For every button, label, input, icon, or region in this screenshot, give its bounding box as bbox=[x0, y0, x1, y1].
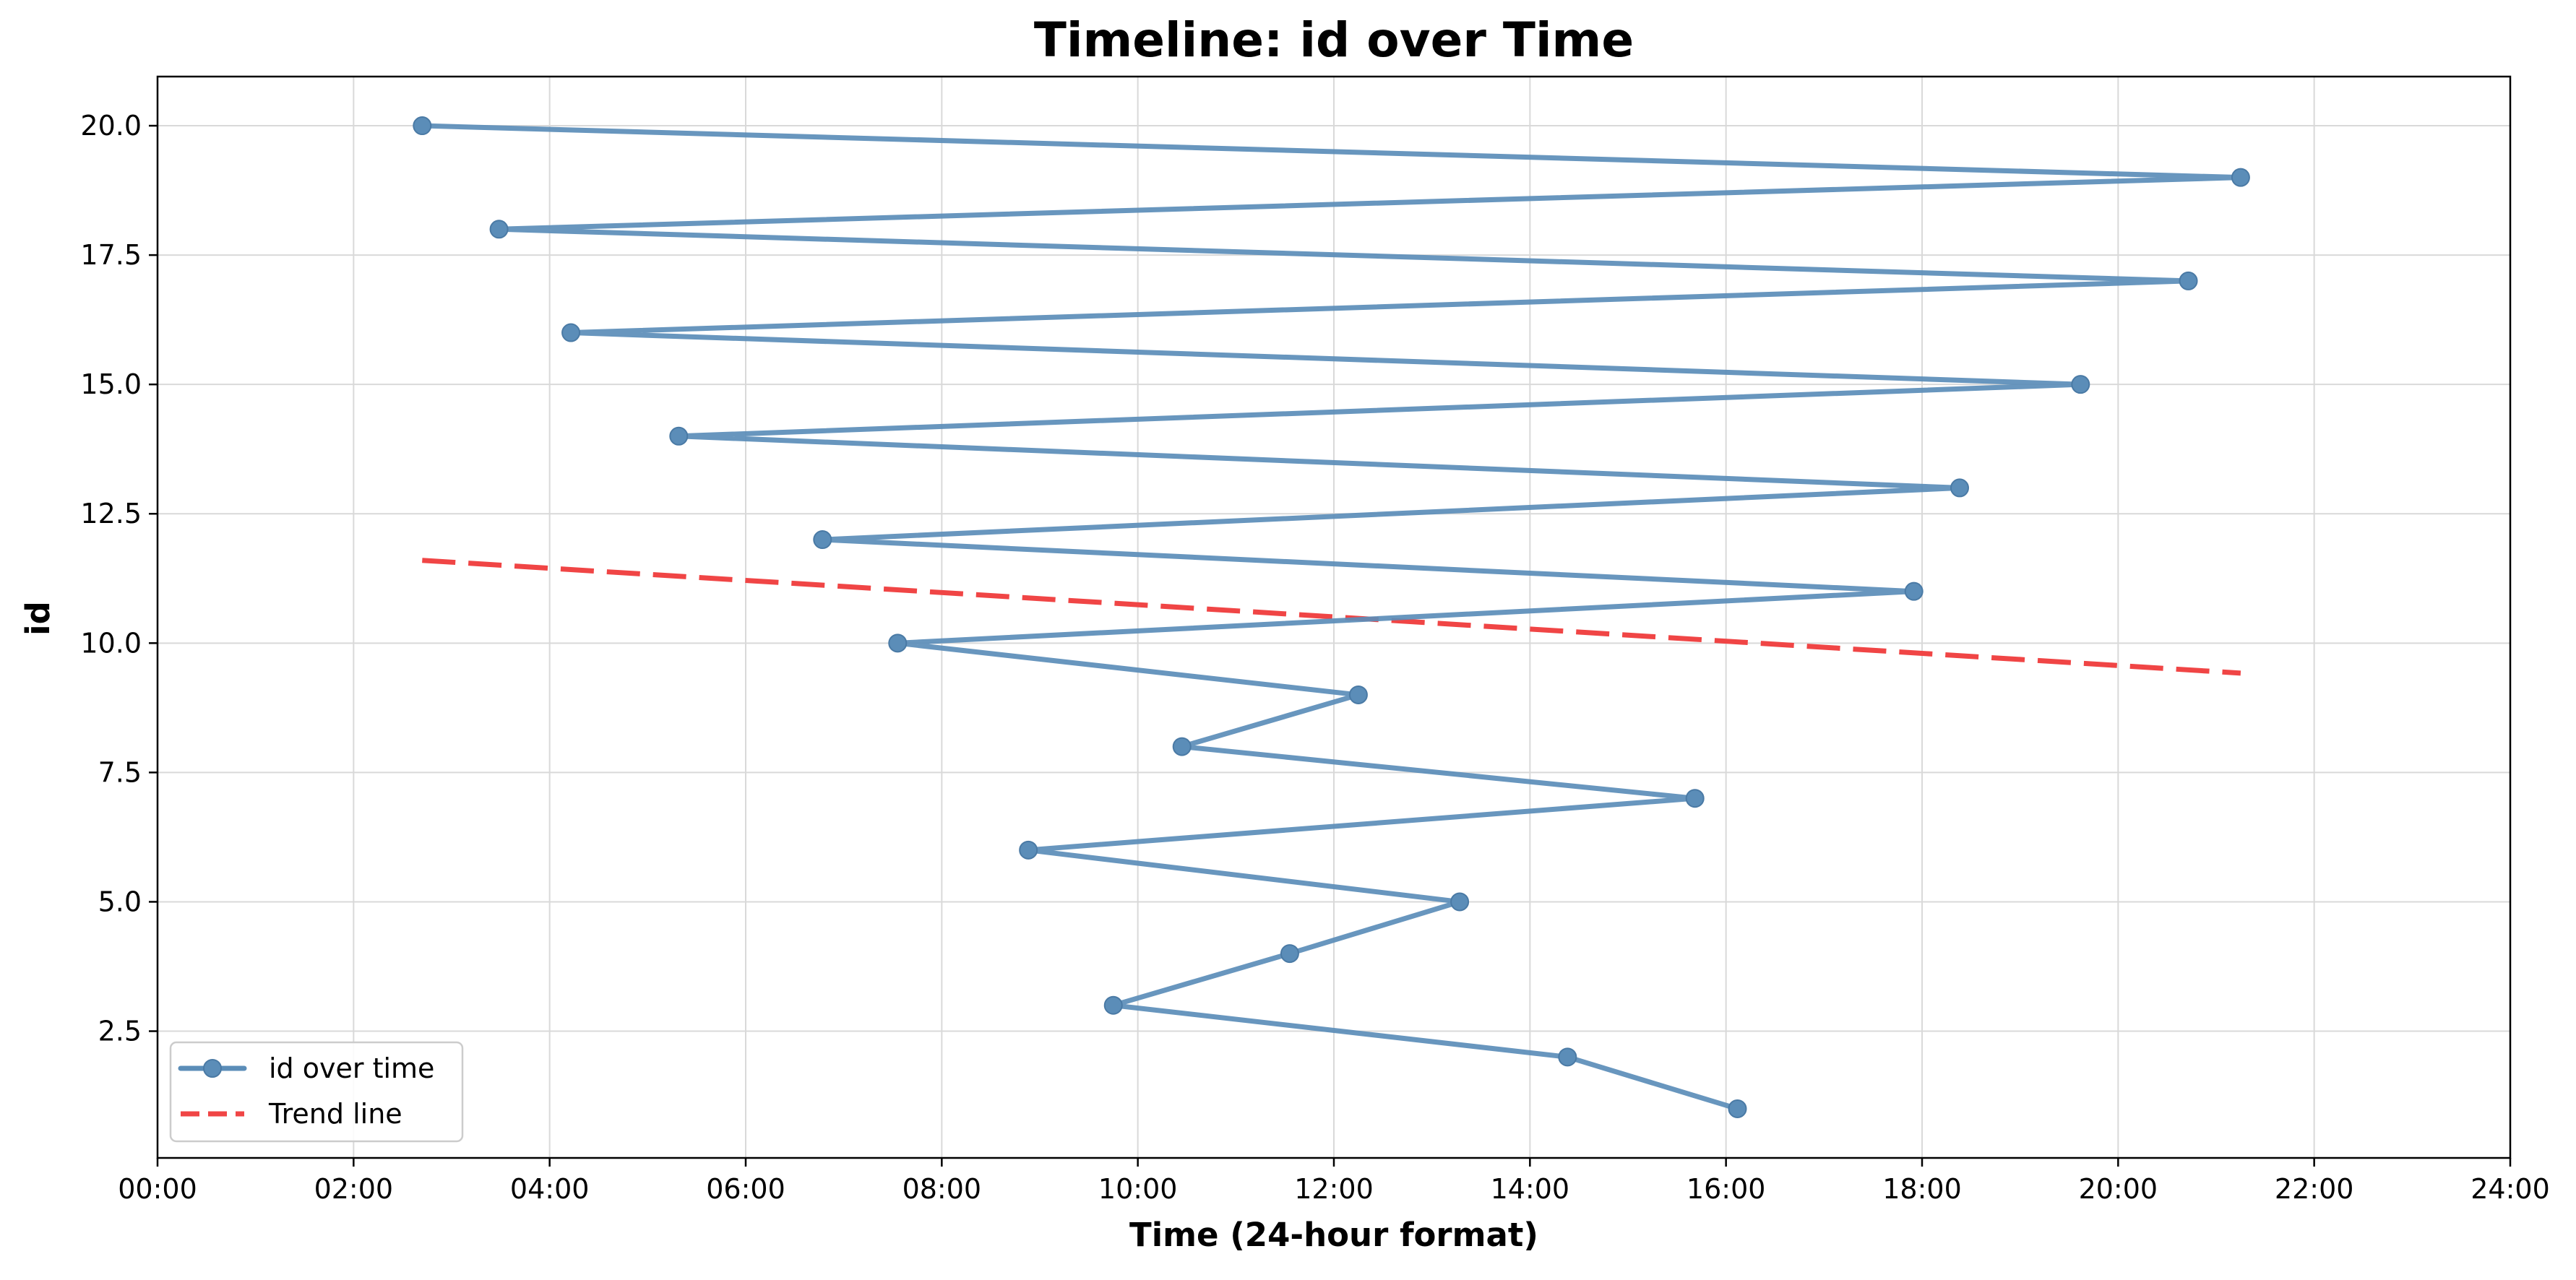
x-tick-label: 20:00 bbox=[2079, 1173, 2158, 1205]
x-tick-label: 02:00 bbox=[314, 1173, 394, 1205]
data-point bbox=[2179, 271, 2198, 290]
tick-layer: 00:00 02:00 04:00 06:00 08:00 10:00 12:00 14:00… bbox=[80, 110, 2549, 1205]
data-point bbox=[1904, 581, 1924, 601]
data-point bbox=[1280, 944, 1299, 964]
y-tick-label: 2.5 bbox=[98, 1016, 142, 1047]
x-tick-label: 06:00 bbox=[706, 1173, 785, 1205]
grid-layer bbox=[157, 77, 2511, 1158]
y-tick-label: 15.0 bbox=[80, 368, 142, 400]
data-point bbox=[1950, 478, 1970, 498]
series-layer bbox=[413, 116, 2250, 1118]
x-tick-label: 14:00 bbox=[1491, 1173, 1570, 1205]
series-line-id-over-time bbox=[422, 123, 2244, 1112]
data-point bbox=[669, 426, 689, 446]
data-point bbox=[1172, 737, 1192, 756]
chart-title: Timeline: id over Time bbox=[1034, 12, 1634, 68]
data-point bbox=[1450, 892, 1470, 912]
x-tick-label: 12:00 bbox=[1294, 1173, 1374, 1205]
y-tick-label: 5.0 bbox=[98, 886, 142, 917]
x-tick-label: 18:00 bbox=[1882, 1173, 1962, 1205]
data-point bbox=[489, 220, 509, 239]
x-axis-label: Time (24-hour format) bbox=[1129, 1216, 1538, 1254]
legend-marker-id-over-time bbox=[203, 1059, 222, 1078]
y-tick-label: 7.5 bbox=[98, 756, 142, 788]
trend-line bbox=[422, 558, 2241, 676]
x-tick-label: 16:00 bbox=[1687, 1173, 1766, 1205]
y-tick-label: 17.5 bbox=[80, 239, 142, 271]
data-point bbox=[1103, 995, 1123, 1015]
x-tick-label: 10:00 bbox=[1098, 1173, 1178, 1205]
y-tick-label: 10.0 bbox=[80, 627, 142, 659]
data-point bbox=[561, 323, 581, 342]
data-point bbox=[2071, 375, 2090, 394]
data-point bbox=[813, 530, 832, 550]
data-point bbox=[1685, 789, 1705, 808]
data-point bbox=[2231, 168, 2250, 187]
y-tick-label: 20.0 bbox=[80, 110, 142, 142]
data-point bbox=[413, 116, 432, 136]
legend-label-id-over-time: id over time bbox=[269, 1052, 434, 1084]
data-point bbox=[1558, 1047, 1577, 1067]
x-tick-label: 08:00 bbox=[903, 1173, 982, 1205]
y-tick-label: 12.5 bbox=[80, 498, 142, 529]
data-point bbox=[1728, 1099, 1747, 1118]
y-axis-label: id bbox=[19, 601, 57, 636]
data-point bbox=[888, 633, 908, 653]
data-point bbox=[1348, 685, 1368, 704]
x-tick-label: 04:00 bbox=[510, 1173, 590, 1205]
x-tick-label: 00:00 bbox=[118, 1173, 197, 1205]
legend: id over time Trend line bbox=[169, 1041, 464, 1143]
x-tick-label: 22:00 bbox=[2275, 1173, 2354, 1205]
data-point bbox=[1019, 840, 1038, 860]
legend-label-trend: Trend line bbox=[268, 1098, 402, 1130]
x-tick-label: 24:00 bbox=[2471, 1173, 2550, 1205]
